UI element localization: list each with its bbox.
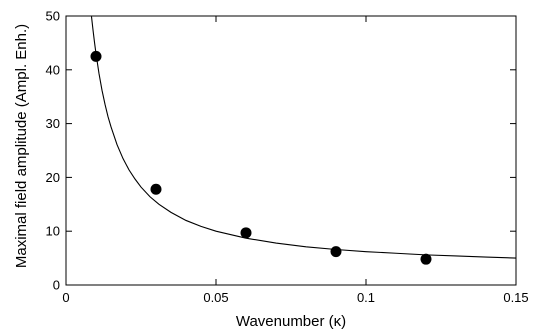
data-point [150, 183, 162, 195]
y-axis-title: Maximal field amplitude (Ampl. Enh.) [13, 24, 30, 268]
x-tick-label: 0 [62, 290, 69, 305]
data-point [420, 253, 432, 265]
plot-frame [65, 15, 517, 286]
data-point [240, 227, 252, 239]
y-tick-label: 0 [53, 278, 60, 293]
x-tick-label: 0.15 [503, 290, 528, 305]
y-tick-label: 20 [46, 170, 60, 185]
x-axis-title: Wavenumber (κ) [236, 313, 346, 330]
y-tick-label: 30 [46, 116, 60, 131]
x-tick-label: 0.05 [203, 290, 228, 305]
data-point [330, 246, 342, 258]
y-tick-label: 10 [46, 224, 60, 239]
fit-curve [90, 16, 516, 259]
plot-marks: 0 0.05 0.1 0.15 0 10 20 30 40 50 [46, 9, 529, 306]
x-tick-label: 0.1 [357, 290, 375, 305]
y-tick-label: 50 [46, 9, 60, 24]
y-tick-label: 40 [46, 62, 60, 77]
data-point [90, 50, 102, 62]
